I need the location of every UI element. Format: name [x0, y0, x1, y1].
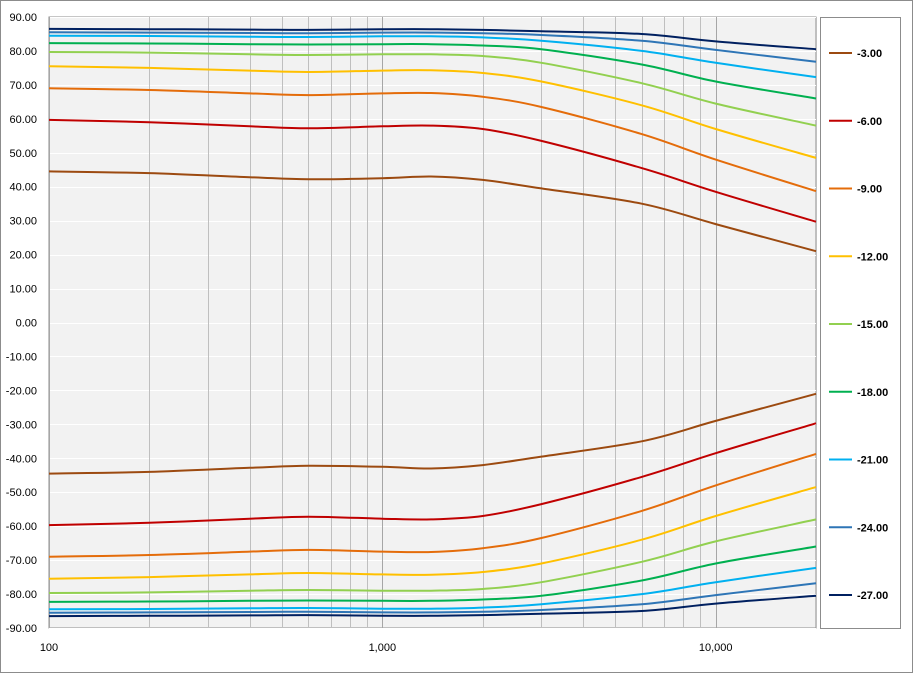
- y-tick-label: -10.00: [6, 351, 37, 363]
- y-tick-label: 30.00: [9, 216, 37, 228]
- series-line-upper: [48, 31, 817, 63]
- series-line-upper: [48, 118, 817, 223]
- y-tick-label: -30.00: [6, 419, 37, 431]
- legend-label: -3.00: [857, 48, 882, 60]
- series-line-lower: [48, 486, 817, 580]
- legend-label: -21.00: [857, 455, 888, 467]
- y-tick-label: -50.00: [6, 487, 37, 499]
- y-axis-ticks: 90.00 80.00 70.00 60.00 50.00 40.00 30.00 20.00…: [6, 12, 37, 635]
- y-tick-label: 70.00: [9, 80, 37, 92]
- y-tick-label: 60.00: [9, 114, 37, 126]
- series-lines: [48, 27, 817, 618]
- series-line-upper: [48, 170, 817, 253]
- y-tick-label: 0.00: [16, 318, 37, 330]
- y-tick-label: 50.00: [9, 148, 37, 160]
- y-tick-label: 90.00: [9, 12, 37, 24]
- y-tick-label: -40.00: [6, 453, 37, 465]
- legend-label: -24.00: [857, 522, 888, 534]
- series-line-upper: [48, 34, 817, 79]
- y-tick-label: 40.00: [9, 182, 37, 194]
- series-line-lower: [48, 518, 817, 594]
- legend-label: -6.00: [857, 116, 882, 128]
- series-line-upper: [48, 27, 817, 51]
- x-axis-ticks: 100 1,000 10,000: [40, 642, 733, 654]
- series-line-lower: [48, 392, 817, 475]
- series-line-upper: [48, 51, 817, 127]
- series-line-lower: [48, 422, 817, 527]
- y-tick-label: -80.00: [6, 589, 37, 601]
- y-tick-label: -20.00: [6, 385, 37, 397]
- series-line-lower: [48, 566, 817, 611]
- y-tick-label: -60.00: [6, 521, 37, 533]
- legend-label: -27.00: [857, 590, 888, 602]
- x-tick-label: 1,000: [369, 642, 397, 654]
- legend: -3.00 -6.00 -9.00 -12.00 -15.00 -18.00 -21.00 -…: [829, 48, 888, 602]
- legend-label: -12.00: [857, 251, 888, 263]
- legend-label: -18.00: [857, 387, 888, 399]
- y-tick-label: 80.00: [9, 46, 37, 58]
- legend-label: -9.00: [857, 184, 882, 196]
- x-tick-label: 100: [40, 642, 58, 654]
- series-line-upper: [48, 87, 817, 193]
- y-tick-label: 10.00: [9, 284, 37, 296]
- series-line-upper: [48, 65, 817, 159]
- series-line-upper: [48, 42, 817, 100]
- y-tick-label: 20.00: [9, 250, 37, 262]
- x-tick-label: 10,000: [699, 642, 733, 654]
- series-line-lower: [48, 594, 817, 618]
- y-tick-label: -90.00: [6, 623, 37, 635]
- y-tick-label: -70.00: [6, 555, 37, 567]
- series-line-lower: [48, 452, 817, 558]
- series-line-lower: [48, 545, 817, 603]
- series-line-lower: [48, 582, 817, 614]
- legend-label: -15.00: [857, 319, 888, 331]
